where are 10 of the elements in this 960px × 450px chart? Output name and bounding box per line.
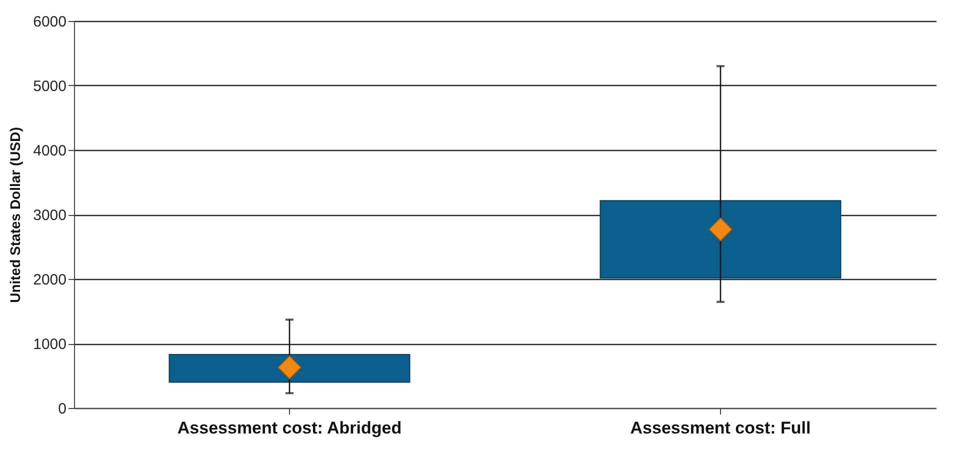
y-tick-label: 6000 [33, 14, 66, 30]
y-tick-label: 1000 [33, 336, 66, 353]
y-tick-label: 3000 [33, 207, 66, 224]
x-tick-label: Assessment cost: Abridged [177, 418, 402, 438]
y-axis-title: United States Dollar (USD) [7, 127, 24, 303]
y-tick-label: 0 [58, 400, 66, 418]
x-tick-label: Assessment cost: Full [630, 418, 811, 438]
y-tick-label: 2000 [33, 272, 66, 288]
y-tick-label: 5000 [33, 78, 66, 95]
y-tick-label: 4000 [33, 142, 66, 160]
